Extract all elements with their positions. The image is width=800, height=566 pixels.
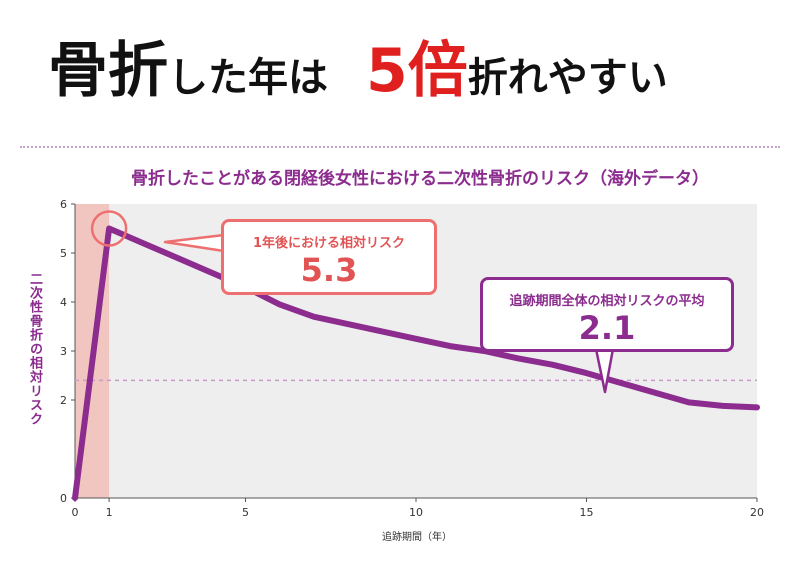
headline-highlight: 5倍 — [366, 36, 468, 106]
y-tick-label: 0 — [60, 492, 67, 505]
y-tick-label: 2 — [60, 394, 67, 407]
y-tick-label: 3 — [60, 345, 67, 358]
x-tick-label: 15 — [580, 506, 594, 519]
x-tick-label: 10 — [409, 506, 423, 519]
average-callout-value: 2.1 — [578, 309, 636, 347]
y-axis-label: 二次性骨折の相対リスク — [27, 272, 42, 426]
first-year-callout-value: 5.3 — [300, 251, 358, 289]
x-tick-label: 1 — [106, 506, 113, 519]
average-callout-label: 追跡期間全体の相対リスクの平均 — [509, 294, 705, 309]
headline: 骨折 した年は 5倍 折れやすい — [48, 22, 668, 122]
dotted-divider — [20, 146, 780, 148]
average-callout: 追跡期間全体の相対リスクの平均 2.1 — [480, 277, 734, 352]
first-year-callout: 1年後における相対リスク 5.3 — [221, 219, 437, 295]
peak-circle — [90, 210, 128, 247]
y-tick-label: 6 — [60, 198, 67, 211]
risk-line — [72, 225, 760, 501]
x-tick-label: 5 — [242, 506, 249, 519]
y-tick-label: 4 — [60, 296, 67, 309]
x-tick-label: 0 — [72, 506, 79, 519]
y-tick-label: 5 — [60, 247, 67, 260]
first-year-callout-label: 1年後における相対リスク — [252, 236, 406, 251]
x-axis-label: 追跡期間（年） — [382, 532, 452, 543]
headline-part3: 折れやすい — [467, 55, 668, 101]
headline-part1: 骨折 — [48, 36, 168, 106]
chart-title: 骨折したことがある閉経後女性における二次性骨折のリスク（海外データ） — [131, 169, 709, 189]
headline-part2: した年は — [168, 55, 328, 101]
x-tick-label: 20 — [750, 506, 764, 519]
